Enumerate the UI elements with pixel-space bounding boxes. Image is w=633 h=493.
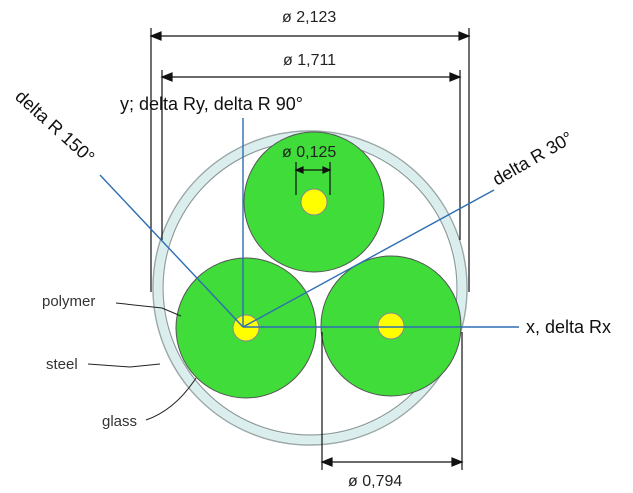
glass-leader bbox=[145, 377, 197, 421]
axis-x-label: x, delta Rx bbox=[526, 317, 611, 337]
axis-y-label: y; delta Ry, delta R 90° bbox=[120, 94, 303, 114]
inner-diameter-label: ø 1,711 bbox=[283, 52, 336, 69]
part-leaders bbox=[87, 302, 197, 421]
dimension-core bbox=[294, 162, 332, 195]
axis-30-label: delta R 30° bbox=[489, 128, 576, 190]
steel-leader bbox=[87, 363, 161, 368]
dimension-fiber bbox=[320, 332, 464, 470]
axis-lines bbox=[99, 118, 519, 328]
polymer-label: polymer bbox=[42, 293, 95, 310]
glass-label: glass bbox=[102, 413, 137, 430]
dimension-outer bbox=[149, 28, 471, 292]
core-bottom-right bbox=[377, 312, 405, 340]
polymer-leader bbox=[115, 302, 182, 317]
core-diameter-label: ø 0,125 bbox=[282, 144, 336, 161]
axis-150-label: delta R 150° bbox=[11, 86, 98, 167]
dimension-inner bbox=[160, 70, 462, 240]
fiber-diameter-label: ø 0,794 bbox=[348, 473, 402, 490]
outer-diameter-label: ø 2,123 bbox=[282, 9, 336, 26]
core-bottom-left bbox=[232, 314, 260, 342]
axis-150-line bbox=[99, 174, 244, 328]
axis-30-line bbox=[242, 189, 495, 328]
core-top bbox=[300, 188, 328, 216]
steel-label: steel bbox=[46, 356, 78, 373]
